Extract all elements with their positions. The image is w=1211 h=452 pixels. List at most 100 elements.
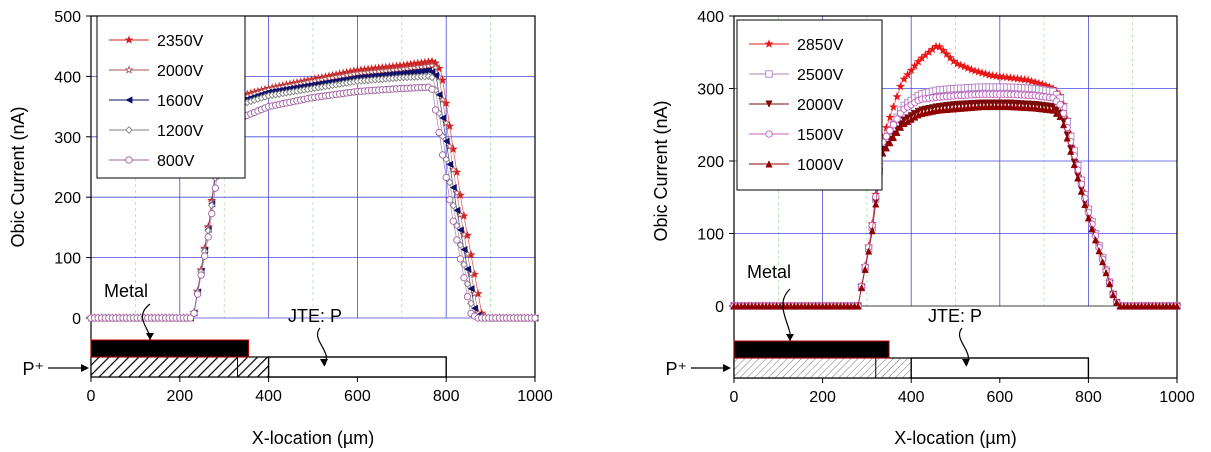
metal-arrowhead	[146, 333, 154, 340]
legend-label: 800V	[157, 153, 195, 170]
x-tick-label: 1000	[1159, 389, 1195, 406]
data-point	[1056, 112, 1064, 120]
data-point	[899, 74, 909, 83]
x-axis: 0 200 400 600 800 1000	[87, 377, 553, 405]
x-tick-label: 0	[730, 389, 739, 406]
data-point	[1095, 247, 1103, 255]
legend-marker	[125, 156, 133, 164]
chart-panel-2: 0 200 400 600 800 1000 0 100 200 300 400 X-location…	[651, 9, 1195, 448]
data-point	[886, 139, 894, 147]
metal-label: Metal	[747, 262, 791, 282]
p-plus-label: P⁺	[22, 359, 44, 379]
data-point	[1059, 120, 1068, 129]
legend-label: 2500V	[797, 67, 844, 84]
x-tick-label: 200	[809, 389, 836, 406]
x-axis: 0 200 400 600 800 1000	[730, 378, 1195, 406]
data-point	[889, 121, 898, 129]
jte-region	[267, 356, 447, 378]
data-point	[889, 133, 898, 142]
data-point	[1074, 174, 1082, 182]
legend-marker	[765, 70, 773, 78]
data-point	[942, 49, 952, 58]
data-point	[445, 160, 454, 169]
data-point	[893, 115, 901, 123]
data-point	[872, 193, 880, 201]
y-tick-label: 0	[72, 311, 81, 328]
data-point	[463, 293, 472, 301]
jte-label: JTE: P	[288, 306, 342, 326]
legend-label: 1000V	[797, 157, 844, 174]
legend: 2350V 2000V 1600V 1200V 800V	[96, 15, 246, 179]
data-point	[211, 184, 219, 192]
data-point	[431, 106, 440, 114]
legend-marker	[124, 35, 134, 44]
legend-label: 2350V	[157, 33, 204, 50]
device-structure	[90, 339, 447, 378]
data-point	[1059, 109, 1068, 117]
data-point	[442, 173, 450, 182]
legend: 2850V 2500V 2000V 1500V 1000V	[736, 19, 883, 191]
device-structure	[733, 340, 1090, 379]
p-plus-arrowhead	[81, 364, 89, 372]
x-tick-label: 200	[166, 388, 193, 405]
data-point	[448, 164, 458, 174]
legend-marker	[125, 96, 133, 104]
data-point	[431, 63, 441, 72]
legend-marker	[125, 126, 133, 134]
x-tick-label: 600	[344, 388, 371, 405]
data-point	[882, 132, 891, 141]
data-point	[442, 137, 450, 145]
data-point	[959, 62, 969, 71]
data-point	[449, 201, 458, 210]
data-point	[435, 91, 443, 99]
data-point	[865, 247, 873, 255]
y-tick-label: 300	[697, 82, 724, 99]
data-point	[438, 114, 447, 122]
legend-label: 2000V	[797, 97, 844, 114]
data-point	[1109, 290, 1117, 299]
legend-marker	[765, 160, 773, 168]
y-axis-title: Obic Current (nA)	[651, 100, 671, 241]
data-point	[888, 102, 898, 111]
data-point	[1102, 269, 1110, 277]
data-point	[456, 255, 465, 263]
data-point	[1173, 302, 1181, 310]
x-tick-label: 400	[898, 389, 925, 406]
data-point	[1063, 134, 1071, 142]
x-tick-label: 800	[1075, 389, 1102, 406]
data-point	[854, 302, 862, 310]
data-point	[945, 53, 955, 62]
data-point	[463, 265, 471, 273]
x-axis-title: X-location (µm)	[894, 428, 1016, 448]
legend-box	[736, 19, 883, 191]
legend-marker	[765, 130, 773, 138]
data-point	[456, 241, 465, 249]
y-tick-label: 400	[697, 9, 724, 26]
metal-arrowhead	[786, 334, 794, 341]
legend-label: 1600V	[157, 93, 204, 110]
data-point	[435, 128, 443, 137]
x-tick-label: 400	[255, 388, 282, 405]
data-point	[463, 280, 472, 288]
data-point	[201, 252, 209, 260]
data-point	[1091, 236, 1100, 244]
y-tick-label: 400	[54, 69, 81, 86]
data-point	[208, 209, 216, 218]
jte-arrowhead	[962, 359, 970, 366]
jte-arrowhead	[320, 359, 328, 366]
p-plus-arrowhead	[723, 364, 731, 372]
chart-panel-1: 0 200 400 600 800 1000 0 100 200 300 400 500 X-locat…	[8, 9, 553, 448]
data-point	[935, 42, 944, 51]
data-point	[431, 71, 439, 79]
data-point	[1098, 258, 1107, 266]
data-point	[445, 141, 455, 151]
legend-marker	[764, 39, 774, 48]
legend-label: 1200V	[157, 123, 204, 140]
data-point	[1056, 100, 1064, 109]
data-point	[204, 233, 212, 241]
data-point	[861, 265, 869, 273]
data-point	[966, 64, 976, 74]
y-axis: 0 100 200 300 400 500	[54, 9, 91, 328]
data-point	[460, 260, 468, 269]
